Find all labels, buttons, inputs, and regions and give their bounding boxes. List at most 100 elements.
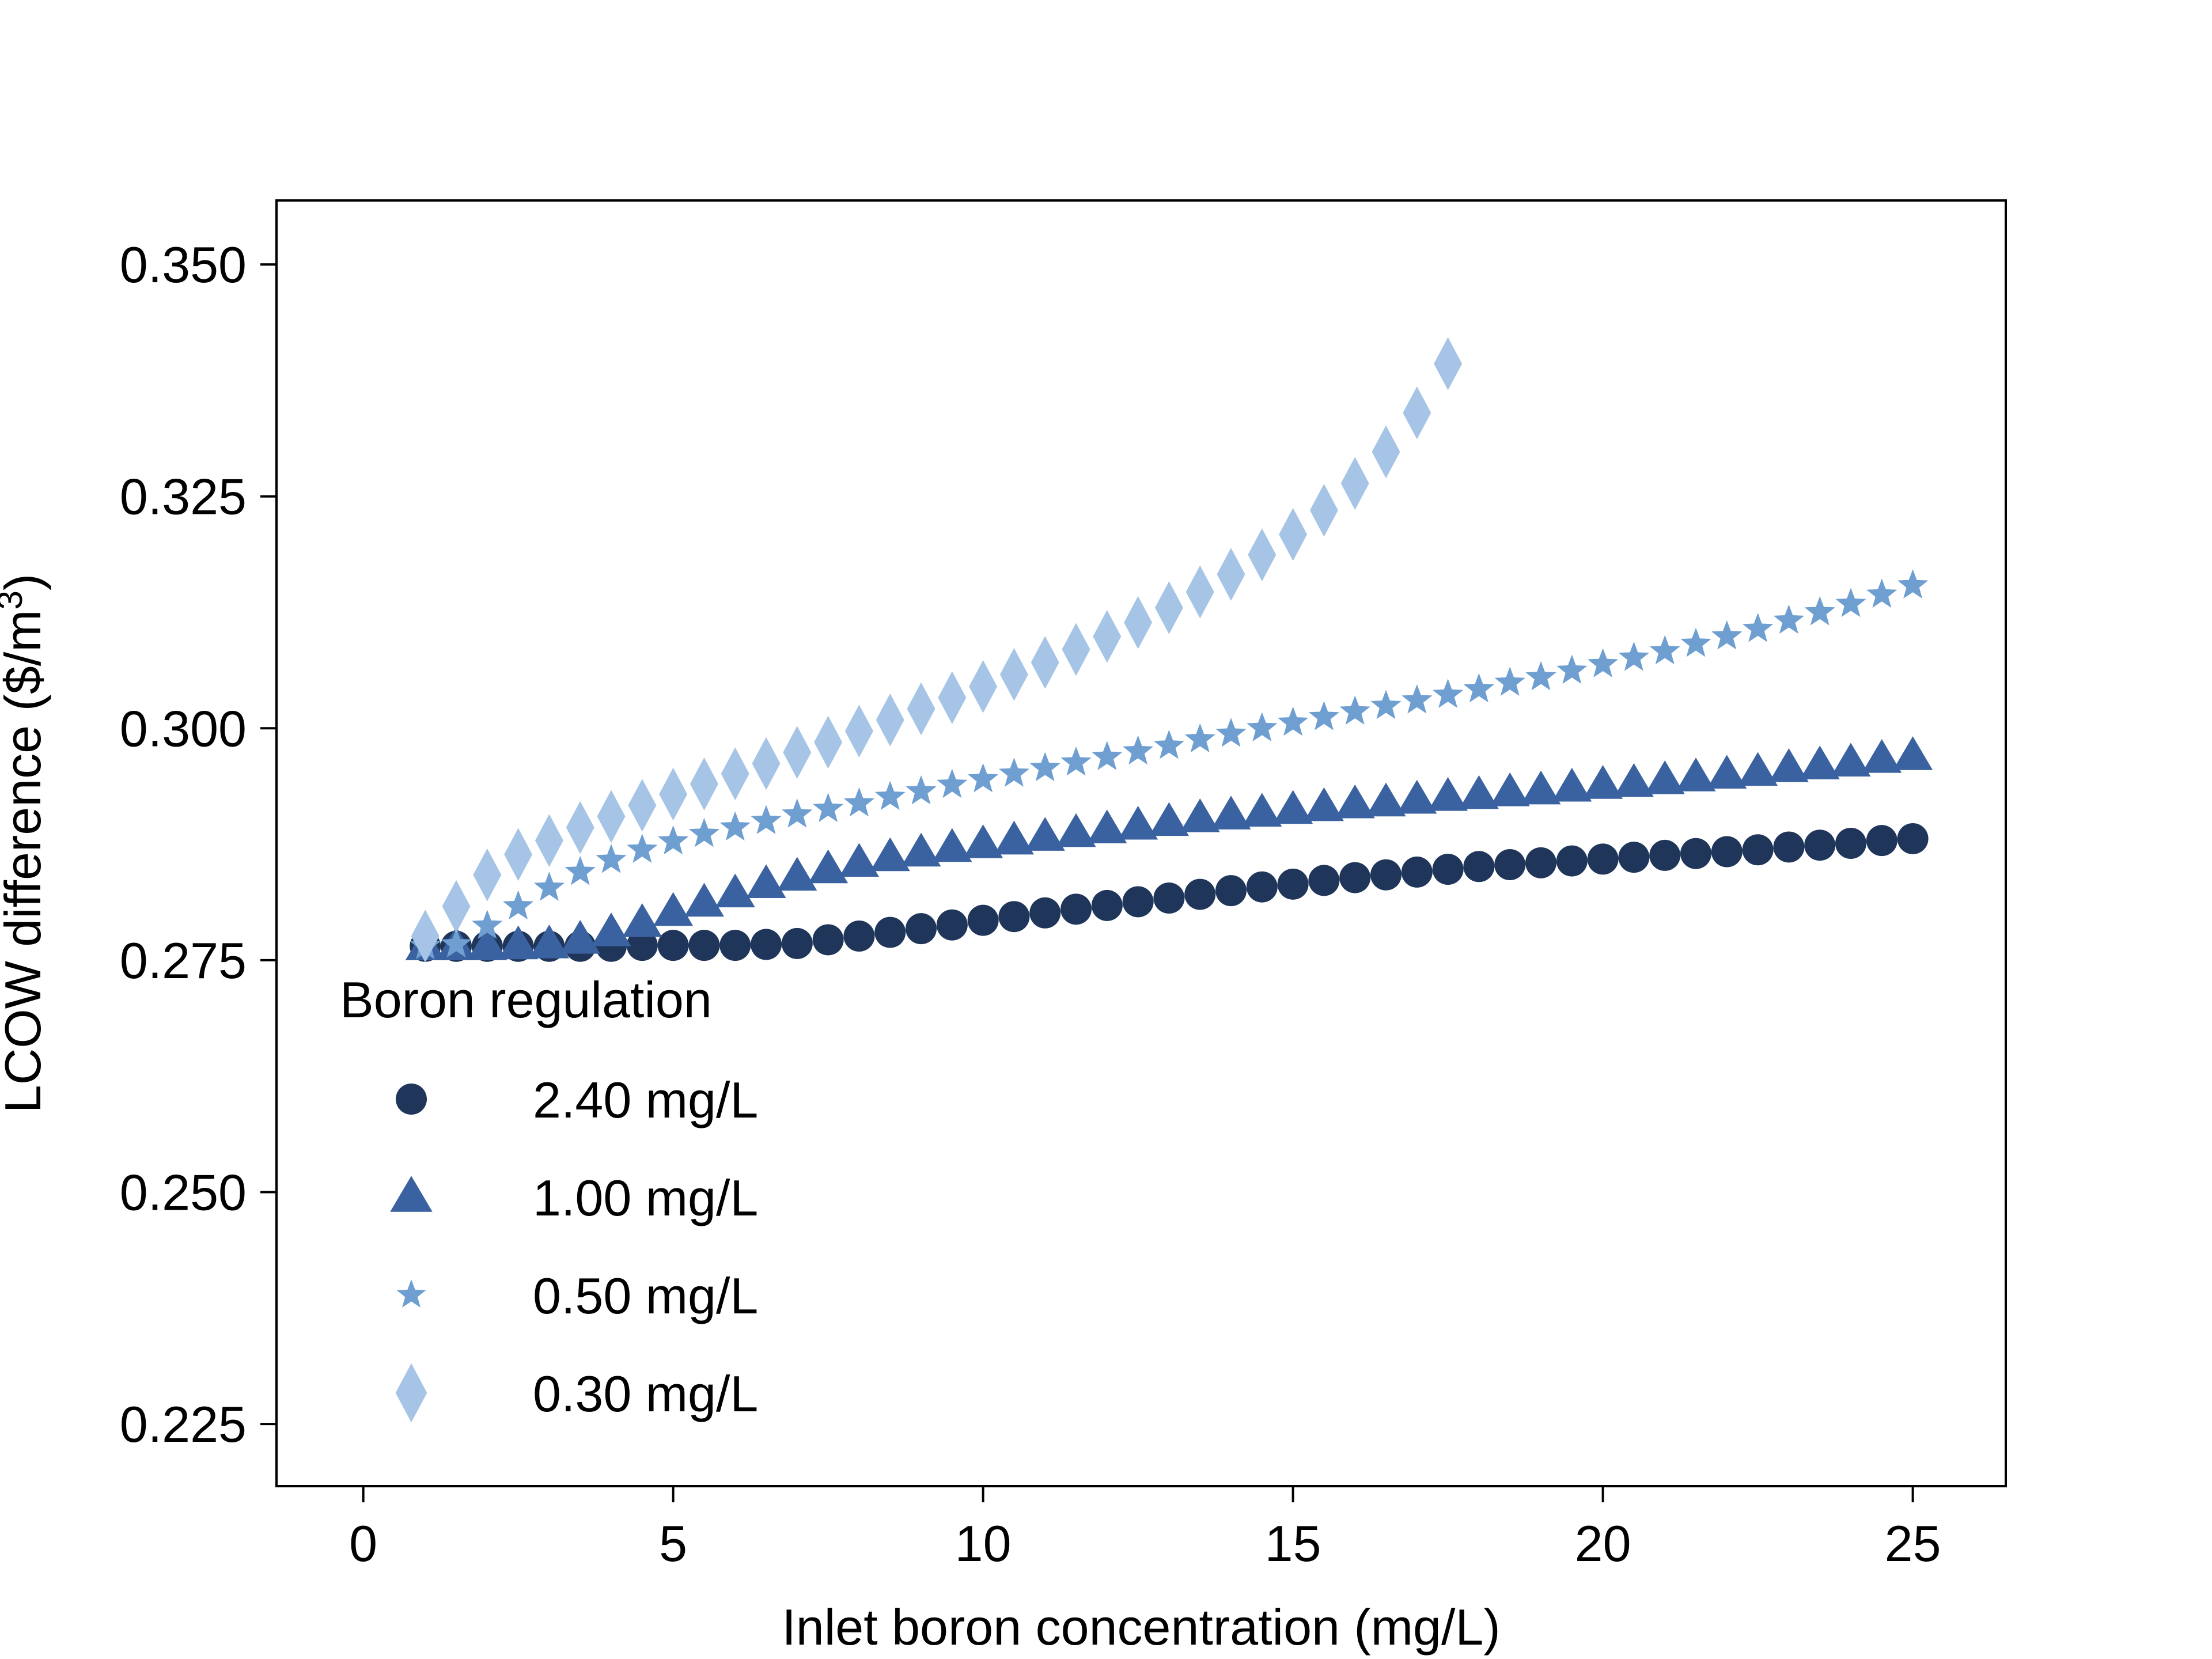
y-axis: 0.225 0.250 0.275 0.300 0.325 0.350 (120, 236, 276, 1453)
data-point (1184, 878, 1216, 910)
data-point (1060, 746, 1092, 776)
data-point (1277, 706, 1309, 736)
data-point (628, 779, 657, 832)
data-point (1402, 684, 1433, 714)
legend-marker-0-50-mg-l (396, 1279, 426, 1308)
data-point (1432, 854, 1464, 885)
data-point (441, 928, 472, 958)
data-point (1428, 777, 1468, 811)
data-point (1091, 889, 1123, 921)
data-point (1124, 596, 1153, 649)
data-point (1153, 882, 1185, 914)
data-point (751, 929, 782, 960)
data-point (1062, 623, 1090, 676)
data-point (1680, 838, 1712, 869)
data-point (1835, 828, 1867, 859)
data-point (1093, 609, 1122, 663)
data-point (1897, 823, 1929, 854)
data-point (808, 849, 849, 884)
data-point (503, 890, 534, 920)
data-point (1247, 712, 1278, 741)
data-point (1831, 743, 1871, 777)
data-point (472, 910, 503, 939)
data-point (1613, 763, 1654, 797)
data-point (1211, 796, 1251, 830)
data-point (719, 811, 751, 841)
data-point (967, 763, 999, 793)
data-point (1248, 528, 1277, 582)
data-point (1897, 569, 1929, 599)
data-point (565, 855, 596, 885)
data-point (529, 925, 569, 959)
data-point (1434, 337, 1463, 391)
y-tick-label: 0.325 (120, 468, 247, 525)
data-point (874, 916, 906, 948)
data-point (1866, 578, 1897, 608)
data-point (684, 882, 724, 917)
data-point (659, 767, 688, 821)
data-point (936, 909, 968, 941)
data-point (812, 924, 844, 956)
data-point (998, 757, 1030, 787)
data-point (1372, 425, 1400, 479)
legend-marker-0-30-mg-l (395, 1363, 427, 1423)
data-point (1308, 700, 1340, 730)
data-point (1742, 834, 1774, 866)
data-point (1122, 886, 1154, 918)
data-point (1587, 648, 1619, 677)
data-point (777, 857, 817, 891)
y-axis-label-main: LCOW difference ($/m (0, 609, 51, 1113)
data-point (688, 817, 720, 847)
data-point (1397, 779, 1437, 814)
data-point (1339, 862, 1371, 893)
data-point (1893, 736, 1933, 770)
data-point (597, 790, 626, 843)
data-point (566, 801, 594, 854)
data-point (1835, 588, 1866, 618)
data-point (999, 648, 1028, 701)
data-point (504, 828, 533, 881)
data-point (1215, 717, 1247, 747)
data-point (535, 814, 563, 868)
data-point (963, 824, 1003, 858)
data-point (1773, 604, 1805, 634)
y-tick-label: 0.275 (120, 932, 247, 989)
plot-points (405, 337, 1933, 963)
data-point (1618, 842, 1650, 873)
data-point (1768, 748, 1809, 782)
x-tick-label: 10 (955, 1515, 1012, 1572)
data-point (1618, 641, 1650, 671)
legend-title: Boron regulation (340, 971, 712, 1028)
data-point (876, 693, 904, 747)
data-point (1304, 787, 1344, 821)
data-point (937, 768, 968, 798)
data-point (1370, 690, 1402, 719)
data-point (1525, 847, 1557, 878)
data-point (1680, 627, 1711, 657)
data-point (1118, 805, 1158, 840)
plot-frame (275, 199, 2007, 1487)
data-point (719, 930, 751, 961)
data-point (1401, 856, 1433, 888)
data-point (1459, 775, 1499, 809)
data-point (1279, 507, 1308, 561)
data-point (1309, 483, 1338, 537)
data-point (870, 837, 910, 872)
data-point (1339, 695, 1370, 725)
x-tick-label: 15 (1265, 1515, 1321, 1572)
data-point (1217, 548, 1245, 601)
data-point (1029, 752, 1060, 782)
x-tick-label: 5 (659, 1515, 687, 1572)
data-point (1587, 843, 1619, 875)
data-point (1862, 738, 1902, 773)
y-tick-label: 0.300 (120, 700, 247, 757)
data-point (498, 925, 539, 960)
data-point (622, 903, 662, 937)
data-point (843, 787, 875, 817)
data-point (626, 930, 658, 961)
data-point (1246, 871, 1278, 903)
data-point (1185, 565, 1214, 619)
data-point (533, 872, 565, 901)
data-point (1122, 735, 1154, 765)
data-point (1029, 897, 1061, 929)
